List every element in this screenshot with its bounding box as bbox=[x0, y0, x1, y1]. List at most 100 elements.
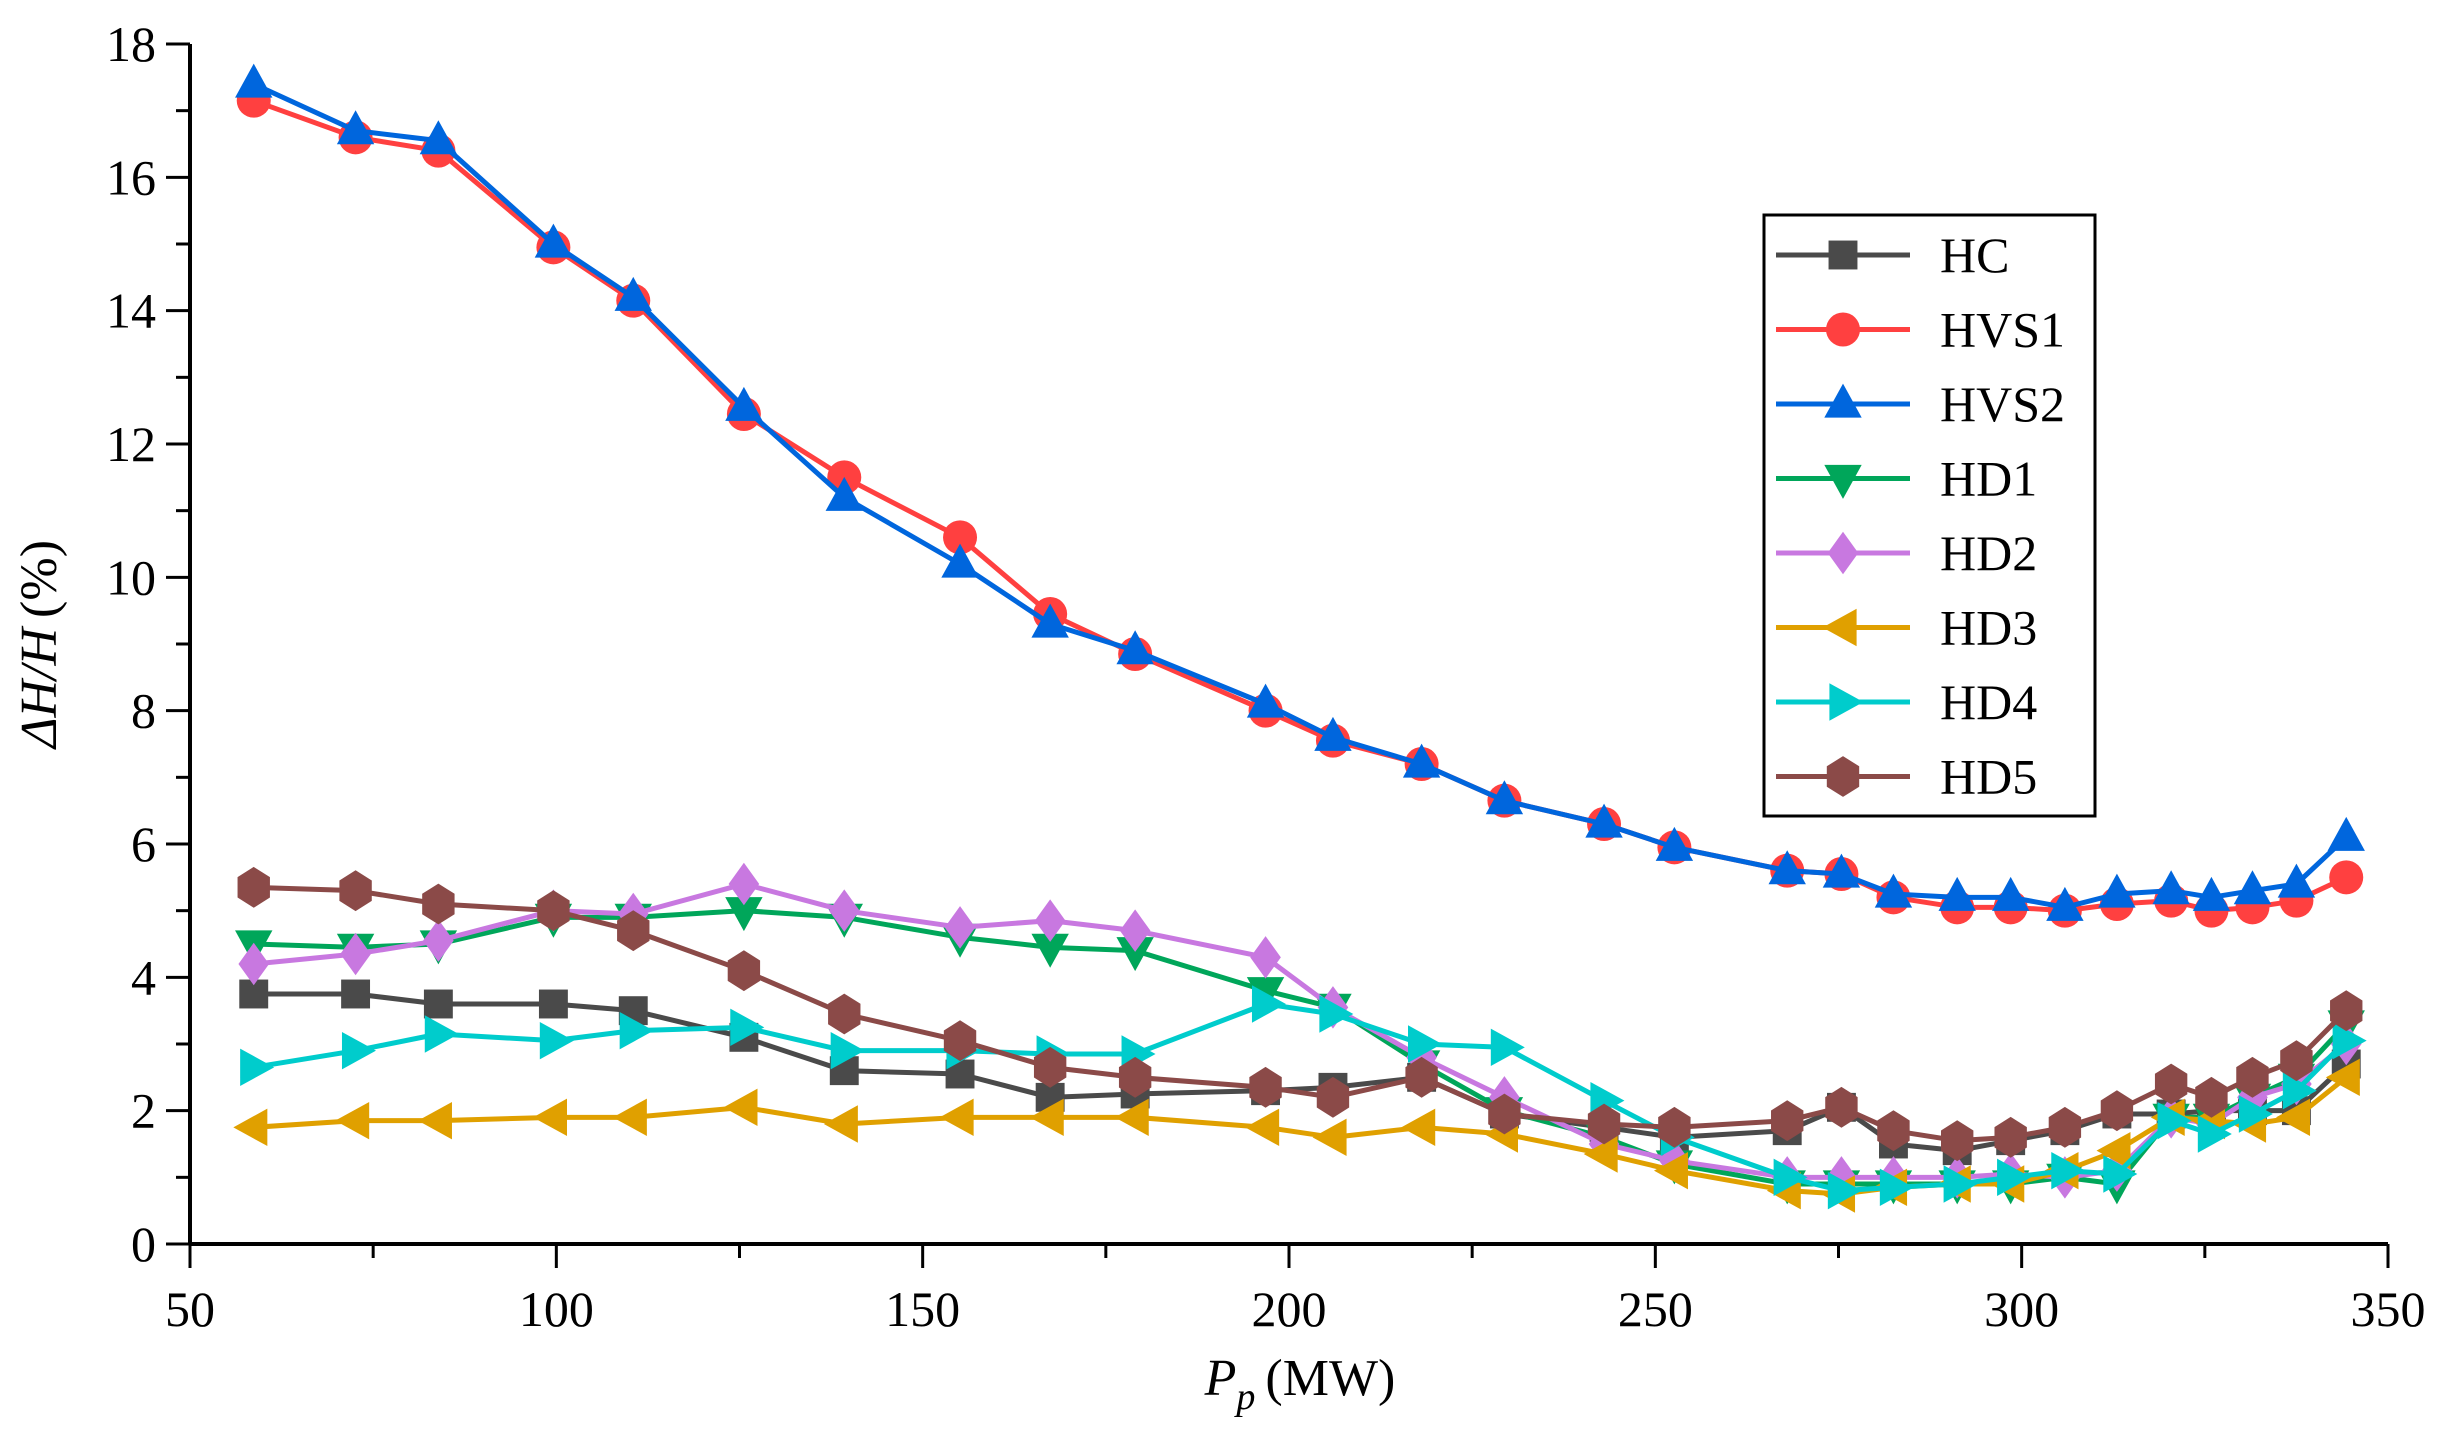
data-point-hd5 bbox=[2100, 1090, 2134, 1132]
legend-marker-triangle-down-icon bbox=[1824, 464, 1862, 499]
data-point-hvs2 bbox=[534, 223, 573, 258]
data-point-hvs2 bbox=[2046, 886, 2084, 921]
data-point-hd4 bbox=[341, 1031, 376, 1070]
legend-marker-diamond-icon bbox=[1827, 531, 1859, 575]
x-axis-title-unit: (MW) bbox=[1265, 1350, 1395, 1407]
y-axis-title-main: ΔH/H bbox=[11, 625, 68, 750]
data-point-hd4 bbox=[830, 1031, 865, 1070]
series-line-hd3 bbox=[253, 1075, 2348, 1197]
data-point-hd5 bbox=[828, 993, 861, 1035]
data-point-hd5 bbox=[1405, 1056, 1438, 1098]
data-point-hvs2 bbox=[725, 386, 763, 421]
y-axis-title: ΔH/H (%) bbox=[11, 540, 68, 750]
data-point-hd3 bbox=[1312, 1118, 1347, 1157]
data-point-hvs1 bbox=[2329, 860, 2364, 895]
data-point-hvs2 bbox=[235, 63, 273, 98]
data-point-hd2 bbox=[238, 942, 270, 986]
x-tick-label: 50 bbox=[165, 1281, 215, 1337]
data-point-hd3 bbox=[1029, 1098, 1064, 1137]
data-point-hvs2 bbox=[2192, 876, 2231, 911]
data-point-hvs2 bbox=[825, 476, 863, 511]
data-point-hvs2 bbox=[419, 120, 458, 155]
x-tick-label: 350 bbox=[2351, 1281, 2426, 1337]
data-point-hvs2 bbox=[1938, 876, 1976, 911]
data-point-hd2 bbox=[944, 906, 976, 949]
y-axis-title-unit: (%) bbox=[11, 540, 68, 618]
data-point-hd5 bbox=[1940, 1120, 1974, 1162]
y-tick-label: 14 bbox=[106, 283, 156, 339]
y-tick-label: 4 bbox=[131, 949, 156, 1005]
x-axis-title-main: P bbox=[1204, 1350, 1237, 1407]
data-point-hvs2 bbox=[2327, 816, 2365, 851]
legend-marker-triangle-right-icon bbox=[1829, 683, 1864, 721]
series-hd3 bbox=[233, 1058, 2360, 1213]
legend-marker-triangle-up-icon bbox=[1824, 383, 1862, 418]
data-point-hd4 bbox=[2282, 1071, 2317, 1110]
legend-item-hd4: HD4 bbox=[1776, 674, 2037, 730]
data-point-hd3 bbox=[335, 1101, 370, 1140]
data-point-hd1 bbox=[725, 897, 763, 932]
data-point-hd5 bbox=[2236, 1056, 2269, 1098]
data-point-hd5 bbox=[727, 950, 761, 992]
data-point-hd5 bbox=[617, 910, 650, 952]
data-point-hvs1 bbox=[943, 520, 978, 555]
data-point-hd5 bbox=[537, 890, 570, 932]
data-point-hd5 bbox=[1658, 1106, 1691, 1148]
data-point-hvs2 bbox=[1485, 780, 1524, 815]
data-point-hd4 bbox=[1879, 1168, 1914, 1207]
data-point-hc bbox=[341, 979, 371, 1009]
data-point-hd3 bbox=[233, 1108, 268, 1147]
data-point-hd5 bbox=[2195, 1076, 2228, 1118]
legend: HC HVS1 HVS2 HD1 HD2 HD3 HD4 HD5 bbox=[1762, 213, 2097, 818]
data-point-hd4 bbox=[539, 1021, 574, 1060]
data-point-hd3 bbox=[2325, 1058, 2360, 1097]
data-point-hvs2 bbox=[1768, 850, 1806, 885]
legend-marker-hexagon-icon bbox=[1826, 756, 1860, 797]
legend-item-hc: HC bbox=[1776, 227, 2009, 283]
data-point-hd3 bbox=[1401, 1108, 1436, 1147]
data-point-hd2 bbox=[423, 919, 454, 962]
data-point-hd5 bbox=[1316, 1076, 1350, 1118]
legend-label: HD3 bbox=[1940, 600, 2037, 656]
data-point-hd4 bbox=[1997, 1158, 2032, 1197]
axes: 50 100 150 200 250 300 350 0 2 4 6 8 10 12 14 16 18 bbox=[106, 16, 2426, 1337]
legend-marker-square-icon bbox=[1828, 240, 1858, 270]
data-point-hd5 bbox=[1994, 1116, 2027, 1158]
y-tick-label: 2 bbox=[131, 1083, 156, 1139]
legend-label: HD4 bbox=[1940, 674, 2037, 730]
legend-label: HD5 bbox=[1940, 749, 2037, 805]
data-point-hd4 bbox=[1319, 995, 1354, 1033]
data-point-hd2 bbox=[340, 932, 371, 976]
legend-label: HVS1 bbox=[1940, 302, 2065, 358]
y-tick-label: 16 bbox=[106, 149, 156, 205]
legend-marker-circle-icon bbox=[1826, 312, 1860, 347]
data-point-hvs2 bbox=[1402, 743, 1441, 778]
data-point-hd5 bbox=[1771, 1100, 1804, 1142]
data-point-hd3 bbox=[533, 1098, 568, 1137]
data-point-hvs2 bbox=[1116, 630, 1154, 665]
data-point-hd3 bbox=[1583, 1135, 1618, 1173]
data-point-hd4 bbox=[730, 1008, 765, 1047]
data-point-hd3 bbox=[1653, 1151, 1688, 1190]
data-point-hvs2 bbox=[1991, 876, 2030, 911]
data-point-hvs2 bbox=[2233, 870, 2272, 905]
data-point-hd5 bbox=[1249, 1066, 1282, 1108]
data-point-hvs2 bbox=[941, 543, 979, 578]
legend-label: HD2 bbox=[1940, 525, 2037, 581]
y-tick-label: 12 bbox=[106, 416, 156, 472]
series-line-hd4 bbox=[253, 1001, 2349, 1194]
legend-label: HVS2 bbox=[1940, 376, 2065, 432]
data-point-hd4 bbox=[1490, 1028, 1525, 1067]
data-point-hvs2 bbox=[1655, 826, 1694, 861]
data-point-hvs2 bbox=[1031, 603, 1069, 638]
data-point-hd1 bbox=[1031, 933, 1069, 968]
data-point-hd5 bbox=[1033, 1046, 1067, 1088]
data-point-hvs2 bbox=[614, 276, 652, 311]
legend-label: HD1 bbox=[1940, 451, 2037, 507]
series-hvs2 bbox=[235, 63, 2365, 921]
data-point-hd5 bbox=[2330, 990, 2363, 1032]
data-point-hd5 bbox=[1118, 1056, 1152, 1098]
data-point-hd4 bbox=[424, 1015, 459, 1053]
legend-item-hvs1: HVS1 bbox=[1776, 302, 2065, 358]
data-point-hd5 bbox=[1488, 1093, 1521, 1135]
